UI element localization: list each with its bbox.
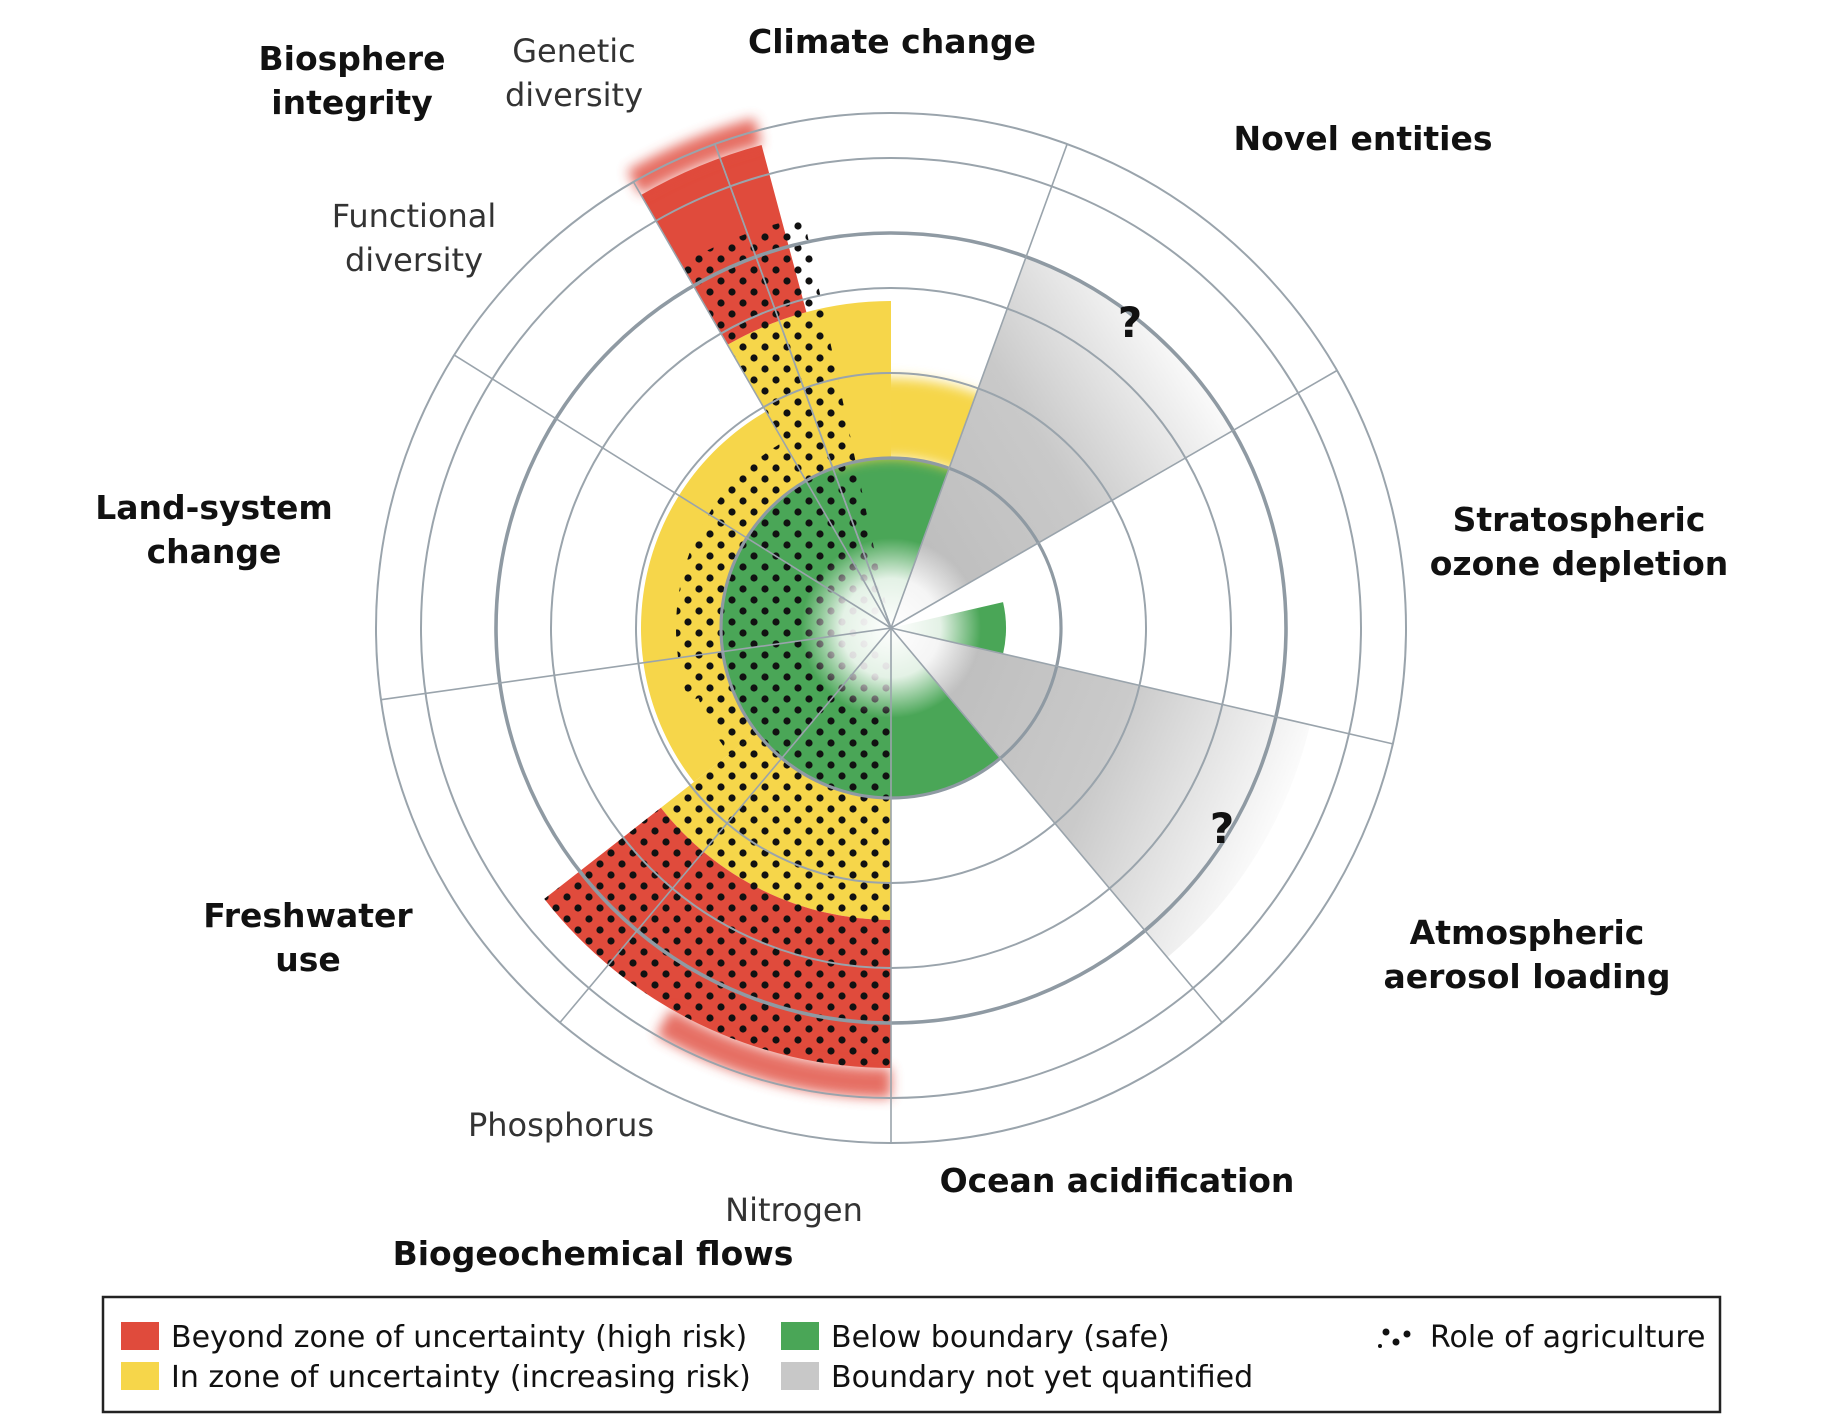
label-phosphorus: Phosphorus [468,1106,654,1144]
grid-divider-9 [453,354,892,629]
wedge-genetic-fade [627,117,762,195]
label-biosphere-line1: Biosphere [259,39,446,78]
agri-dots-biogeochemical [544,640,891,1068]
label-genetic-line1: Genetic [512,32,635,70]
grid-divider-8 [380,627,892,701]
label-biosphere-line2: integrity [271,83,432,122]
grid-lines [375,112,1407,1144]
legend-safe: Below boundary (safe) [831,1320,1170,1355]
label-freshwater-line2: use [275,940,341,979]
aerosol-unknown-marker: ? [1210,804,1234,853]
label-functional-line2: diversity [345,241,483,279]
label-nitrogen: Nitrogen [725,1191,863,1229]
label-aerosol-line2: aerosol loading [1383,957,1670,996]
grid-divider-5 [890,627,1223,1024]
label-genetic-line2: diversity [505,76,643,114]
legend-swatch-high-risk [121,1322,159,1350]
label-land-system-line2: change [147,532,282,571]
grid-divider-4 [890,627,1393,745]
legend-frame [101,1295,1722,1414]
label-aerosol-line1: Atmospheric [1410,913,1645,952]
agriculture-dots-icon [1378,1328,1411,1348]
legend-agriculture: Role of agriculture [1430,1320,1705,1355]
agriculture-dots [544,217,891,1068]
legend-not-quantified: Boundary not yet quantified [831,1360,1253,1395]
legend-swatch-not-quantified [781,1362,819,1390]
novel-entities-unknown-marker: ? [1118,298,1142,347]
grid-divider-2 [890,143,1068,629]
legend-swatch-increasing-risk [121,1362,159,1390]
grid-divider-11 [714,143,892,629]
legend-swatch-safe [781,1322,819,1350]
wedge-novel-entities-not-quantified [891,256,1234,628]
legend-increasing-risk: In zone of uncertainty (increasing risk) [171,1360,751,1395]
label-biogeochemical-flows: Biogeochemical flows [393,1234,794,1273]
legend-high-risk: Beyond zone of uncertainty (high risk) [171,1320,747,1355]
label-freshwater-line1: Freshwater [203,896,413,935]
label-functional-line1: Functional [332,197,497,235]
wedge-aerosol-not-quantified [891,628,1310,958]
label-novel-entities: Novel entities [1233,119,1492,158]
grid-divider-7 [559,627,892,1024]
wedge-nitrogen-fade [656,1009,891,1098]
grid-divider-10 [632,181,892,629]
label-climate-change: Climate change [748,22,1036,61]
label-stratospheric-ozone-line2: ozone depletion [1430,544,1728,583]
label-land-system-line1: Land-system [95,488,332,527]
legend: Beyond zone of uncertainty (high risk) I… [101,1295,1722,1414]
agri-dots-biosphere [681,217,887,611]
label-ocean-acidification: Ocean acidification [940,1161,1295,1200]
grid-divider-3 [890,369,1338,629]
label-stratospheric-ozone-line1: Stratospheric [1453,500,1706,539]
